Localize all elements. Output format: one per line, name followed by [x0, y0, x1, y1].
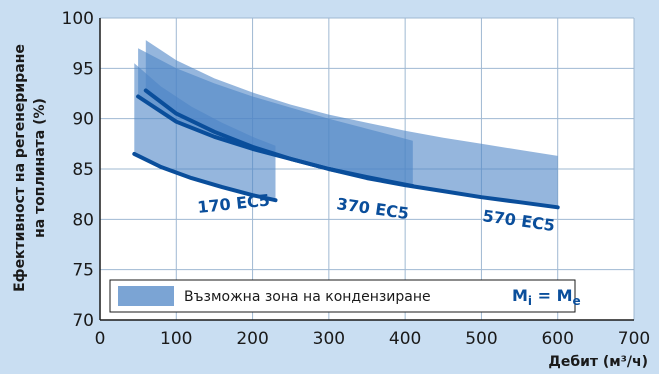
- equation-sub-i: i: [528, 294, 532, 308]
- x-tick-label: 400: [389, 329, 421, 349]
- x-tick-label: 700: [618, 329, 650, 349]
- y-axis-title-line2: на топлината (%): [32, 98, 48, 238]
- tick-labels: 0 100 200 300 400 500 600 700 70 75 80 85 90 95 100: [62, 9, 651, 349]
- y-tick-label: 75: [72, 261, 94, 281]
- x-tick-label: 0: [95, 329, 106, 349]
- legend-swatch: [118, 286, 174, 306]
- legend-box: [109, 279, 576, 313]
- axes: [99, 18, 634, 321]
- x-tick-label: 100: [160, 329, 192, 349]
- x-tick-label: 200: [236, 329, 268, 349]
- y-axis-title-line1: Ефективност на регенериране: [12, 44, 28, 292]
- y-tick-label: 100: [62, 9, 94, 29]
- y-tick-label: 90: [72, 110, 94, 130]
- legend-label: Възможна зона на кондензиране: [184, 289, 431, 305]
- y-tick-label: 95: [72, 59, 94, 79]
- series-line-1: [132, 151, 278, 203]
- equation-mid: = M: [532, 286, 572, 305]
- y-tick-label: 80: [72, 210, 94, 230]
- equation-sub-e: e: [573, 294, 581, 308]
- x-tick-label: 500: [465, 329, 497, 349]
- series-lines: [132, 88, 560, 210]
- legend-equation: Mi = Me: [512, 286, 581, 308]
- x-axis-title: Дебит (м³/ч): [548, 354, 648, 370]
- x-tick-label: 600: [541, 329, 573, 349]
- series-line-3: [143, 88, 560, 210]
- condensation-band-3: [145, 40, 558, 208]
- x-tick-label: 300: [313, 329, 345, 349]
- equation-main: M: [512, 286, 528, 305]
- y-tick-label: 85: [72, 160, 94, 180]
- y-tick-label: 70: [72, 311, 94, 331]
